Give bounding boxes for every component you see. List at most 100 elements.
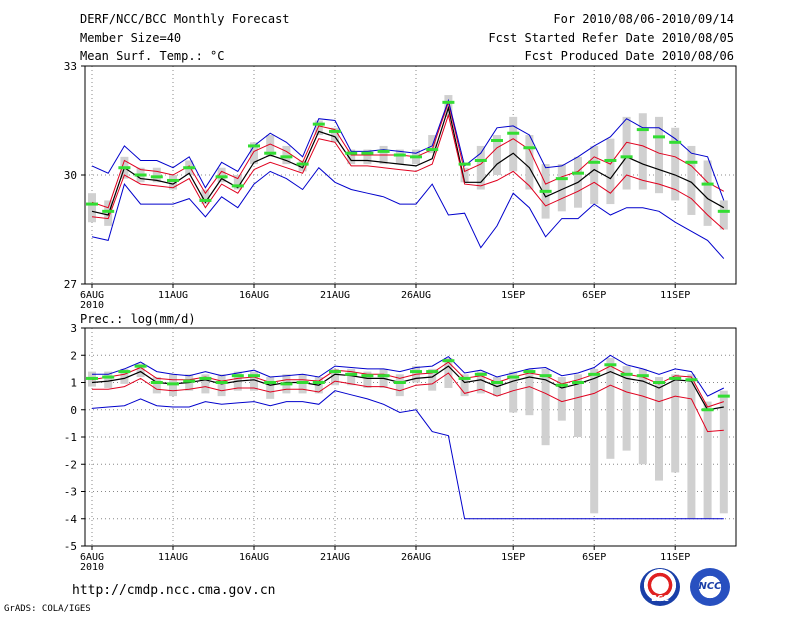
observed-marker	[507, 131, 520, 135]
member-range-bar	[314, 120, 323, 136]
member-range-bar	[428, 135, 437, 154]
observed-marker	[264, 151, 277, 155]
member-range-bar	[590, 145, 599, 205]
observed-marker	[361, 374, 374, 378]
observed-marker	[458, 162, 471, 166]
observed-marker	[636, 374, 649, 378]
ncc-logo-text: NCC	[698, 581, 722, 592]
member-range-bar	[687, 145, 696, 215]
observed-marker	[669, 140, 682, 144]
observed-marker	[572, 171, 584, 175]
observed-marker	[248, 374, 260, 378]
member-range-bar	[395, 374, 404, 397]
forecast-period-label: For 2010/08/06-2010/09/14	[553, 12, 734, 26]
observed-marker	[685, 160, 698, 164]
bcc-logo-text: BCC	[651, 594, 669, 603]
member-range-bar	[331, 368, 339, 386]
y-tick-label: -2	[64, 458, 77, 471]
member-range-bar	[655, 377, 663, 481]
member-range-bar	[638, 368, 647, 465]
observed-marker	[474, 158, 487, 162]
y-tick-label: 2	[70, 349, 77, 362]
observed-marker	[555, 177, 568, 181]
plot-frame	[84, 327, 737, 547]
observed-marker	[167, 178, 179, 182]
observed-marker	[588, 372, 601, 376]
observed-marker	[215, 381, 228, 384]
observed-marker	[604, 363, 617, 367]
observed-marker	[231, 184, 244, 188]
member-range-bar	[347, 149, 356, 165]
observed-marker	[134, 173, 147, 177]
observed-marker	[86, 376, 98, 380]
observed-marker	[620, 155, 633, 159]
member-range-bar	[120, 368, 129, 384]
observed-marker	[264, 381, 277, 384]
member-range-bar	[88, 193, 96, 223]
upper-spread-line	[91, 361, 724, 408]
observed-marker	[572, 381, 584, 384]
source-url[interactable]: http://cmdp.ncc.cma.gov.cn	[72, 583, 276, 598]
member-range-bar	[282, 145, 291, 165]
observed-marker	[377, 149, 390, 153]
x-tick-label: 26AUG	[401, 290, 431, 301]
x-tick-label: 11AUG	[158, 290, 188, 301]
observed-marker	[491, 138, 503, 142]
member-range-bar	[509, 116, 518, 172]
observed-marker	[620, 372, 633, 376]
y-tick-label: -3	[64, 486, 77, 499]
member-range-bar	[201, 374, 210, 394]
variable-label-temp: Mean Surf. Temp.: °C	[80, 49, 225, 63]
observed-marker	[183, 379, 196, 383]
member-range-bar	[476, 145, 485, 190]
observed-marker	[167, 382, 179, 386]
fcst-produced-label: Fcst Produced Date 2010/08/06	[524, 49, 734, 63]
ensemble-min-line	[91, 166, 725, 259]
member-range-bar	[347, 368, 356, 386]
observed-marker	[539, 374, 552, 378]
observed-marker	[183, 166, 196, 170]
y-tick-label: -4	[64, 513, 78, 526]
member-range-bar	[250, 371, 258, 391]
member-range-bar	[719, 390, 728, 514]
lower-spread-line	[91, 113, 725, 230]
observed-marker	[248, 144, 260, 148]
observed-marker	[410, 370, 422, 374]
member-range-bar	[363, 149, 372, 165]
observed-marker	[361, 151, 374, 155]
observed-marker	[312, 381, 325, 384]
variable-label-precip: Prec.: log(mm/d)	[80, 312, 196, 326]
fcst-started-label: Fcst Started Refer Date 2010/08/05	[488, 31, 734, 45]
member-range-bar	[719, 200, 728, 230]
member-range-bar	[266, 135, 275, 157]
observed-marker	[523, 146, 536, 150]
x-tick-year-label: 2010	[80, 300, 104, 311]
observed-marker	[150, 381, 163, 384]
member-range-bar	[606, 357, 615, 459]
member-range-bar	[331, 127, 339, 143]
ensemble-mean-line	[91, 105, 725, 216]
member-range-bar	[136, 363, 145, 378]
member-range-bar	[460, 167, 469, 183]
observed-marker	[329, 129, 341, 133]
grads-credit: GrADS: COLA/IGES	[4, 604, 91, 614]
x-tick-year-label: 2010	[80, 562, 104, 573]
member-range-bar	[266, 377, 275, 399]
observed-marker	[345, 151, 358, 155]
lower-spread-line	[92, 372, 724, 433]
observed-marker	[636, 128, 649, 132]
observed-marker	[345, 372, 358, 376]
member-range-bar	[201, 189, 210, 205]
observed-marker	[393, 153, 406, 157]
member-range-bar	[509, 371, 518, 413]
member-range-bar	[217, 374, 226, 397]
observed-marker	[685, 378, 698, 382]
member-range-bar	[525, 135, 534, 190]
observed-marker	[604, 158, 617, 162]
observed-marker	[296, 162, 309, 166]
member-range-bar	[250, 142, 258, 165]
member-range-bar	[217, 167, 226, 183]
x-tick-label: 6SEP	[582, 290, 606, 301]
